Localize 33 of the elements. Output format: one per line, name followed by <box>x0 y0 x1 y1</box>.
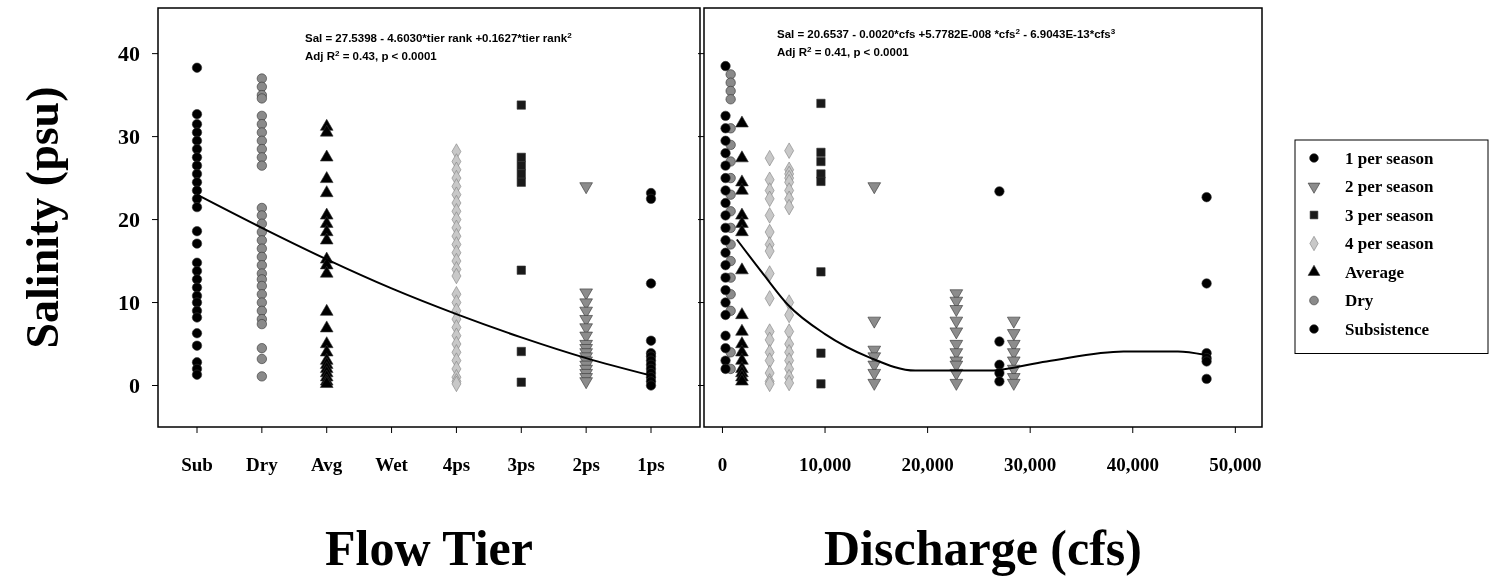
annotation: Adj R$^{2}$ = 0.41, p < 0.0001 <box>777 44 910 58</box>
y-tick-label: 20 <box>118 207 140 233</box>
y-tick-label: 40 <box>118 41 140 67</box>
legend-label: Dry <box>1345 291 1374 311</box>
y-tick-label: 30 <box>118 124 140 150</box>
x-axis-title: Flow Tier <box>325 520 533 576</box>
x-tick-label: 4ps <box>442 454 471 475</box>
x-tick-label: 40,000 <box>1106 454 1159 475</box>
legend-label: 4 per season <box>1345 234 1435 254</box>
x-tick-label: 50,000 <box>1209 454 1262 475</box>
x-tick-label: 30,000 <box>1004 454 1057 475</box>
legend-label: 2 per season <box>1345 177 1435 197</box>
legend-label: Subsistence <box>1345 319 1430 339</box>
y-tick-label: 10 <box>118 290 140 316</box>
x-tick-label: 2ps <box>572 454 600 475</box>
legend-label: 1 per season <box>1345 148 1435 168</box>
x-tick-label: 1ps <box>637 454 665 475</box>
y-axis-title: Salinity (psu) <box>17 86 68 349</box>
annotation: Adj R$^{2}$ = 0.43, p < 0.0001 <box>305 48 438 62</box>
x-tick-label: 10,000 <box>798 454 852 475</box>
legend-label: Average <box>1345 262 1405 282</box>
x-axis-title: Discharge (cfs) <box>824 520 1142 576</box>
x-tick-label: 20,000 <box>901 454 954 475</box>
x-tick-label: Sub <box>181 454 213 475</box>
x-tick-label: 0 <box>717 454 728 475</box>
annotation: Sal = 27.5398 - 4.6030*tier rank +0.1627*tier rank$^{2}$ <box>305 30 573 44</box>
x-tick-label: Wet <box>375 454 409 475</box>
x-tick-label: Dry <box>246 454 279 475</box>
annotation: Sal = 20.6537 - 0.0020*cfs +5.7782E-008 *cfs$^{2}$ - 6.9043E-13*cfs$^{3}$ <box>777 26 1116 40</box>
x-tick-label: Avg <box>311 454 343 475</box>
legend-label: 3 per season <box>1345 205 1435 225</box>
y-tick-label: 0 <box>129 373 140 399</box>
x-tick-label: 3ps <box>507 454 536 475</box>
